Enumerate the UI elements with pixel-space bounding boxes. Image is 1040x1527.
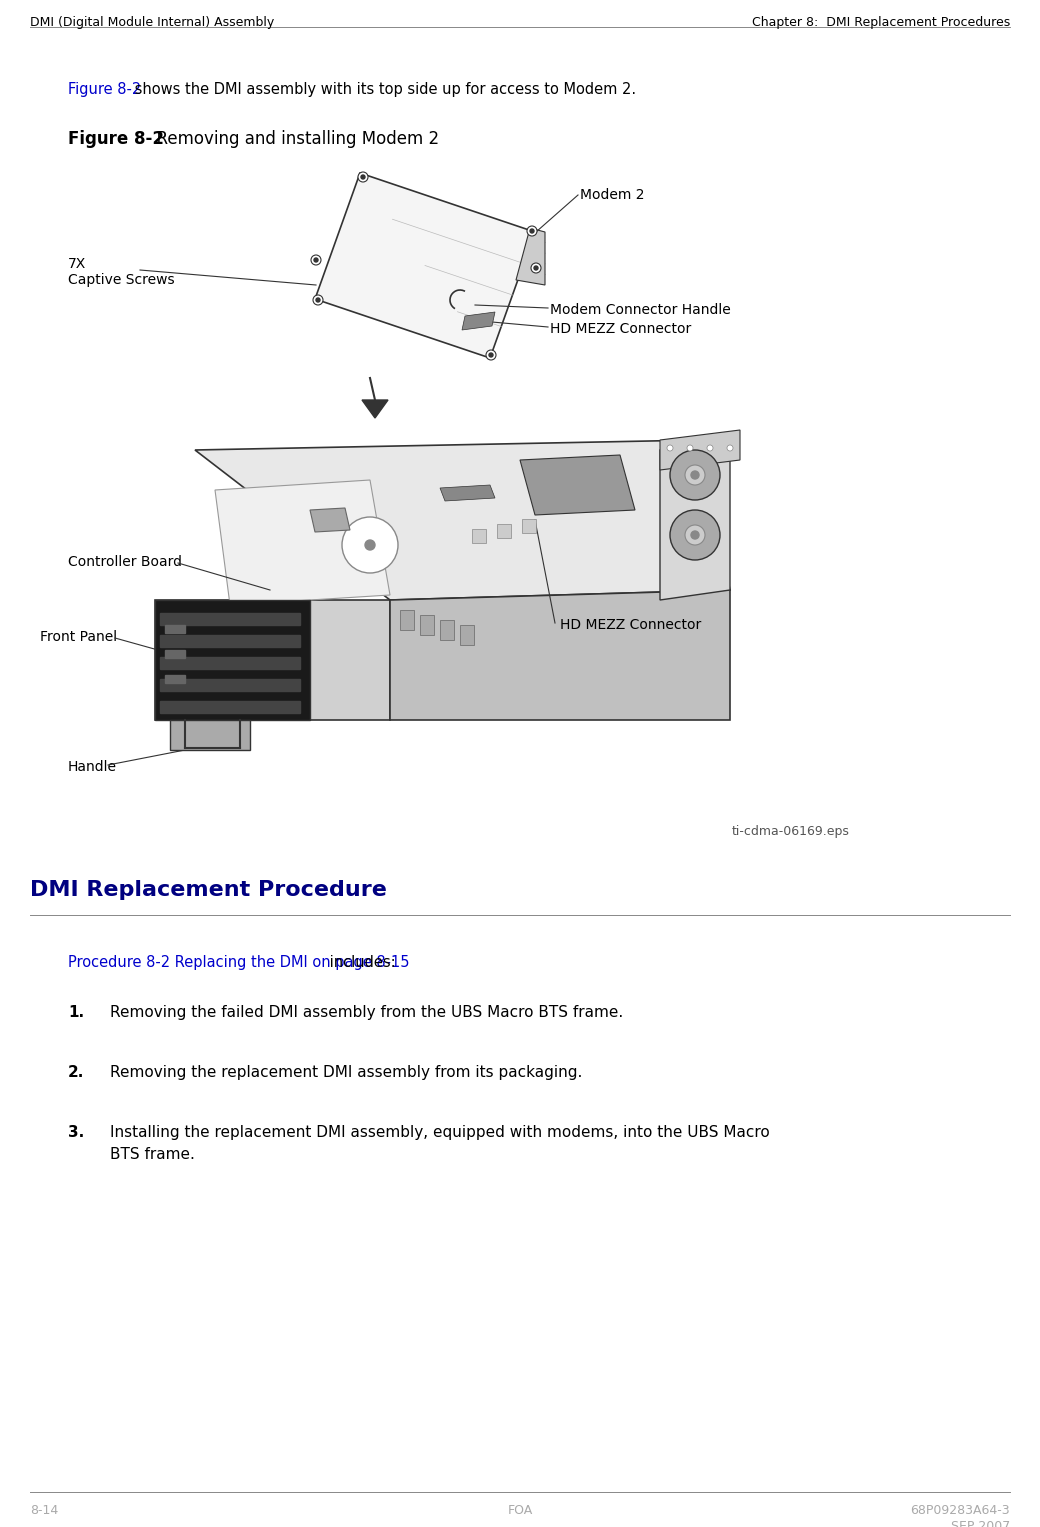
Text: Removing and installing Modem 2: Removing and installing Modem 2 (146, 130, 439, 148)
Text: 3.: 3. (68, 1125, 84, 1141)
Circle shape (670, 510, 720, 560)
Circle shape (489, 353, 493, 357)
Text: Removing the replacement DMI assembly from its packaging.: Removing the replacement DMI assembly fr… (110, 1064, 582, 1080)
Circle shape (727, 444, 733, 450)
Text: Figure 8-2: Figure 8-2 (68, 82, 141, 98)
Text: Installing the replacement DMI assembly, equipped with modems, into the UBS Macr: Installing the replacement DMI assembly,… (110, 1125, 770, 1141)
Text: Modem 2: Modem 2 (580, 188, 645, 202)
Text: 2.: 2. (68, 1064, 84, 1080)
Circle shape (530, 229, 534, 234)
Circle shape (685, 525, 705, 545)
Circle shape (361, 176, 365, 179)
Text: Controller Board: Controller Board (68, 554, 182, 570)
Bar (522, 519, 536, 533)
Bar (160, 680, 300, 692)
Bar (165, 675, 185, 683)
Text: Removing the failed DMI assembly from the UBS Macro BTS frame.: Removing the failed DMI assembly from th… (110, 1005, 623, 1020)
Text: Figure 8-2: Figure 8-2 (68, 130, 164, 148)
Bar (160, 701, 300, 713)
Bar (497, 524, 511, 538)
Text: HD MEZZ Connector: HD MEZZ Connector (560, 618, 701, 632)
Bar (160, 635, 300, 647)
Text: 7X
Captive Screws: 7X Captive Screws (68, 257, 175, 287)
Text: SEP 2007: SEP 2007 (951, 1519, 1010, 1527)
Circle shape (314, 258, 318, 263)
Circle shape (691, 531, 699, 539)
Text: 8-14: 8-14 (30, 1504, 58, 1516)
Circle shape (311, 255, 321, 266)
Bar (420, 615, 434, 635)
Circle shape (670, 450, 720, 499)
Polygon shape (660, 440, 730, 600)
Polygon shape (462, 312, 495, 330)
Text: Handle: Handle (68, 760, 116, 774)
Circle shape (685, 466, 705, 486)
Circle shape (527, 226, 537, 237)
Text: DMI Replacement Procedure: DMI Replacement Procedure (30, 880, 387, 899)
Text: Front Panel: Front Panel (40, 631, 118, 644)
Polygon shape (170, 721, 250, 750)
Polygon shape (440, 486, 495, 501)
Text: 68P09283A64-3: 68P09283A64-3 (910, 1504, 1010, 1516)
Bar (440, 620, 454, 640)
Circle shape (687, 444, 693, 450)
Text: includes:: includes: (326, 954, 396, 970)
Polygon shape (660, 431, 740, 470)
Text: DMI (Digital Module Internal) Assembly: DMI (Digital Module Internal) Assembly (30, 15, 275, 29)
Text: BTS frame.: BTS frame. (110, 1147, 194, 1162)
Bar (160, 612, 300, 625)
Circle shape (707, 444, 713, 450)
Polygon shape (362, 400, 388, 418)
Text: ti-cdma-06169.eps: ti-cdma-06169.eps (732, 825, 850, 838)
Bar (160, 657, 300, 669)
Circle shape (691, 470, 699, 479)
Circle shape (365, 541, 375, 550)
Text: FOA: FOA (508, 1504, 532, 1516)
Polygon shape (155, 600, 310, 721)
Bar (460, 625, 474, 644)
Circle shape (531, 263, 541, 273)
Circle shape (316, 298, 320, 302)
Polygon shape (155, 600, 390, 721)
Text: shows the DMI assembly with its top side up for access to Modem 2.: shows the DMI assembly with its top side… (130, 82, 636, 98)
Polygon shape (310, 508, 350, 531)
Polygon shape (516, 228, 545, 286)
Circle shape (667, 444, 673, 450)
Polygon shape (215, 479, 390, 605)
Text: HD MEZZ Connector: HD MEZZ Connector (550, 322, 692, 336)
Circle shape (313, 295, 323, 305)
Circle shape (534, 266, 538, 270)
Polygon shape (390, 589, 730, 721)
Bar (165, 651, 185, 658)
Circle shape (358, 173, 368, 182)
Polygon shape (315, 173, 535, 357)
Polygon shape (196, 440, 730, 600)
Text: Procedure 8-2 Replacing the DMI on page 8-15: Procedure 8-2 Replacing the DMI on page … (68, 954, 410, 970)
Circle shape (342, 518, 398, 573)
Text: Chapter 8:  DMI Replacement Procedures: Chapter 8: DMI Replacement Procedures (752, 15, 1010, 29)
Bar (400, 609, 414, 631)
Bar (472, 528, 486, 544)
Bar (165, 625, 185, 634)
Text: 1.: 1. (68, 1005, 84, 1020)
Polygon shape (520, 455, 635, 515)
Text: Modem Connector Handle: Modem Connector Handle (550, 302, 731, 318)
Circle shape (486, 350, 496, 360)
